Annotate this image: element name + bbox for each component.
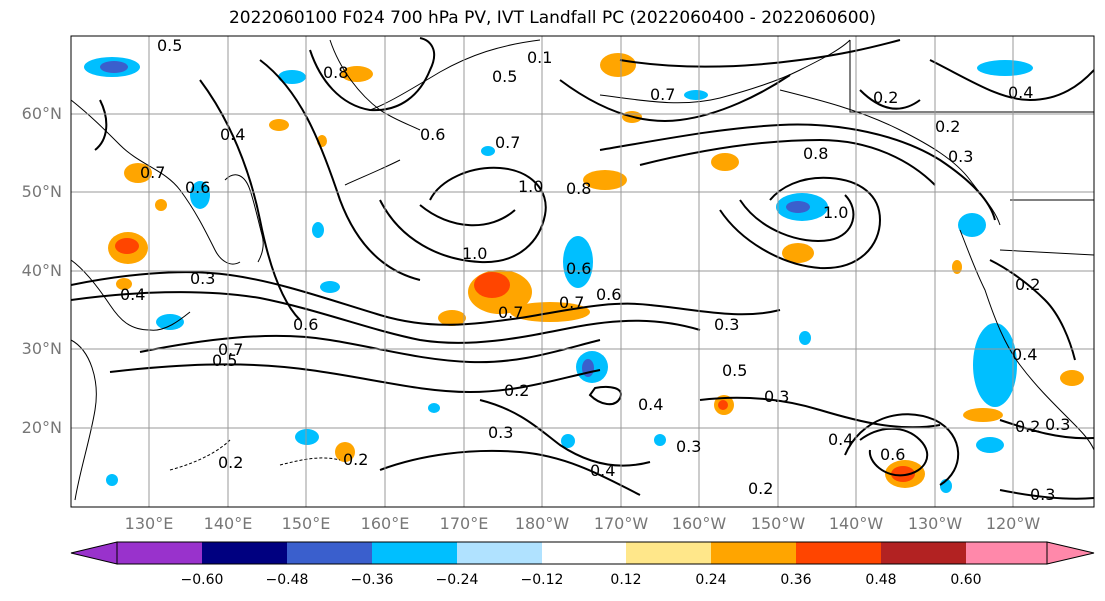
contour-label: 0.6 — [293, 315, 318, 334]
contour-label: 0.2 — [748, 479, 773, 498]
contour-label: 0.6 — [185, 178, 210, 197]
contour-label: 0.7 — [498, 303, 523, 322]
contour-label: 0.7 — [140, 163, 165, 182]
contour-labels: 0.5 0.8 0.1 0.5 0.6 0.7 0.2 0.4 0.2 0.3 … — [120, 36, 1070, 504]
colorbar-segment — [202, 542, 287, 564]
contour-label: 0.6 — [596, 285, 621, 304]
contour-label: 0.8 — [566, 179, 591, 198]
lon-label: 160°W — [671, 514, 727, 533]
colorbar-tick-label: −0.24 — [435, 572, 479, 588]
colorbar-segment — [626, 542, 711, 564]
colorbar-frame — [116, 541, 1048, 565]
colorbar-tick-label: 0.60 — [950, 572, 982, 588]
colorbar-arrow-right — [1046, 541, 1095, 565]
colorbar-segment — [796, 542, 881, 564]
lat-label: 40°N — [21, 261, 62, 280]
contour-label: 1.0 — [462, 244, 487, 263]
lat-label: 30°N — [21, 339, 62, 358]
contour-label: 1.0 — [518, 177, 543, 196]
colorbar-segment — [711, 542, 796, 564]
lon-label: 130°W — [907, 514, 963, 533]
contour-label: 0.6 — [420, 125, 445, 144]
colorbar-tick-label: −0.60 — [180, 572, 224, 588]
contour-label: 0.4 — [120, 285, 145, 304]
contour-label: 0.6 — [566, 259, 591, 278]
colorbar-tick-label: −0.12 — [520, 572, 564, 588]
lat-label: 60°N — [21, 104, 62, 123]
contour-label: 0.4 — [590, 461, 615, 480]
lon-label: 130°E — [124, 514, 174, 533]
lon-label: 120°W — [985, 514, 1041, 533]
lat-label: 50°N — [21, 182, 62, 201]
contour-label: 0.2 — [935, 117, 960, 136]
contour-label: 0.1 — [527, 48, 552, 67]
contour-label: 0.7 — [650, 85, 675, 104]
contour-label: 0.8 — [803, 144, 828, 163]
pv-contours-thin — [169, 439, 341, 471]
contour-label: 0.3 — [190, 269, 215, 288]
contour-label: 0.3 — [488, 423, 513, 442]
contour-label: 0.2 — [343, 450, 368, 469]
colorbar-segment — [966, 542, 1047, 564]
figure-title: 2022060100 F024 700 hPa PV, IVT Landfall… — [228, 8, 876, 28]
contour-label: 0.5 — [722, 361, 747, 380]
colorbar-tick-label: −0.36 — [350, 572, 394, 588]
colorbar-segment — [372, 542, 457, 564]
lon-label: 140°E — [203, 514, 253, 533]
pv-contours — [71, 37, 1094, 500]
colorbar-segment — [457, 542, 542, 564]
contour-label: 0.4 — [638, 395, 663, 414]
contour-label: 0.3 — [714, 315, 739, 334]
contour-label: 0.4 — [220, 125, 245, 144]
contour-label: 0.5 — [157, 36, 182, 55]
contour-label: 0.4 — [1008, 83, 1033, 102]
colorbar-tick-label: 0.24 — [695, 572, 727, 588]
contour-label: 0.3 — [764, 387, 789, 406]
map-frame — [70, 35, 1095, 508]
lon-label: 180°W — [514, 514, 570, 533]
contour-label: 0.4 — [828, 430, 853, 449]
contour-label: 0.7 — [559, 293, 584, 312]
contour-label: 0.5 — [492, 67, 517, 86]
colorbar-tick-label: 0.12 — [610, 572, 642, 588]
colorbar-segment — [542, 542, 626, 564]
colorbar-segment — [117, 542, 202, 564]
contour-label: 0.2 — [1015, 275, 1040, 294]
contour-label: 0.3 — [948, 147, 973, 166]
contour-label: 0.4 — [1012, 345, 1037, 364]
lon-label: 160°E — [360, 514, 410, 533]
contour-label: 0.3 — [1045, 415, 1070, 434]
colorbar-segment — [881, 542, 966, 564]
contour-label: 0.3 — [676, 437, 701, 456]
contour-label: 1.0 — [823, 203, 848, 222]
lat-label: 20°N — [21, 418, 62, 437]
contour-label: 0.2 — [873, 88, 898, 107]
contour-label: 0.7 — [218, 340, 243, 359]
contour-label: 0.7 — [495, 133, 520, 152]
contour-label: 0.2 — [1015, 417, 1040, 436]
lon-label: 150°W — [750, 514, 806, 533]
contour-label: 0.2 — [504, 381, 529, 400]
contour-label: 0.6 — [880, 445, 905, 464]
contour-label: 0.5 — [212, 351, 237, 370]
colorbar-arrow-left — [70, 541, 118, 565]
pv-shading-patches — [84, 53, 1084, 493]
colorbar — [70, 541, 1095, 565]
contour-label: 0.2 — [218, 453, 243, 472]
lon-label: 170°E — [439, 514, 489, 533]
graticule — [71, 36, 1094, 507]
lon-label: 140°W — [828, 514, 884, 533]
colorbar-segment — [287, 542, 372, 564]
lon-label: 170°W — [593, 514, 649, 533]
contour-label: 0.8 — [323, 63, 348, 82]
colorbar-tick-label: −0.48 — [265, 572, 309, 588]
colorbar-tick-label: 0.48 — [865, 572, 897, 588]
colorbar-tick-label: 0.36 — [780, 572, 812, 588]
contour-label: 0.3 — [1030, 485, 1055, 504]
lon-label: 150°E — [281, 514, 331, 533]
